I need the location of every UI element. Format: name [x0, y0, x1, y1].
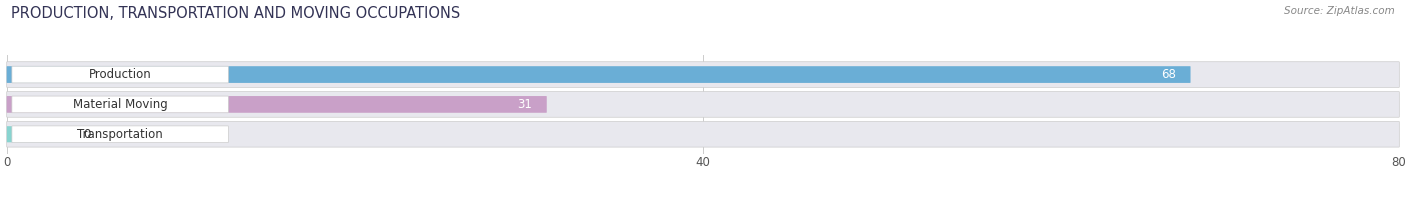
Text: 68: 68 [1161, 68, 1177, 81]
FancyBboxPatch shape [11, 66, 228, 83]
FancyBboxPatch shape [7, 62, 1399, 87]
FancyBboxPatch shape [7, 92, 1399, 117]
Text: PRODUCTION, TRANSPORTATION AND MOVING OCCUPATIONS: PRODUCTION, TRANSPORTATION AND MOVING OC… [11, 6, 461, 21]
Text: 0: 0 [83, 128, 91, 141]
Text: 31: 31 [517, 98, 533, 111]
FancyBboxPatch shape [7, 96, 547, 113]
Text: Production: Production [89, 68, 152, 81]
Text: Material Moving: Material Moving [73, 98, 167, 111]
Text: Transportation: Transportation [77, 128, 163, 141]
FancyBboxPatch shape [7, 126, 70, 142]
FancyBboxPatch shape [11, 126, 228, 143]
Text: Source: ZipAtlas.com: Source: ZipAtlas.com [1284, 6, 1395, 16]
FancyBboxPatch shape [7, 121, 1399, 147]
FancyBboxPatch shape [11, 96, 228, 113]
FancyBboxPatch shape [7, 66, 1191, 83]
